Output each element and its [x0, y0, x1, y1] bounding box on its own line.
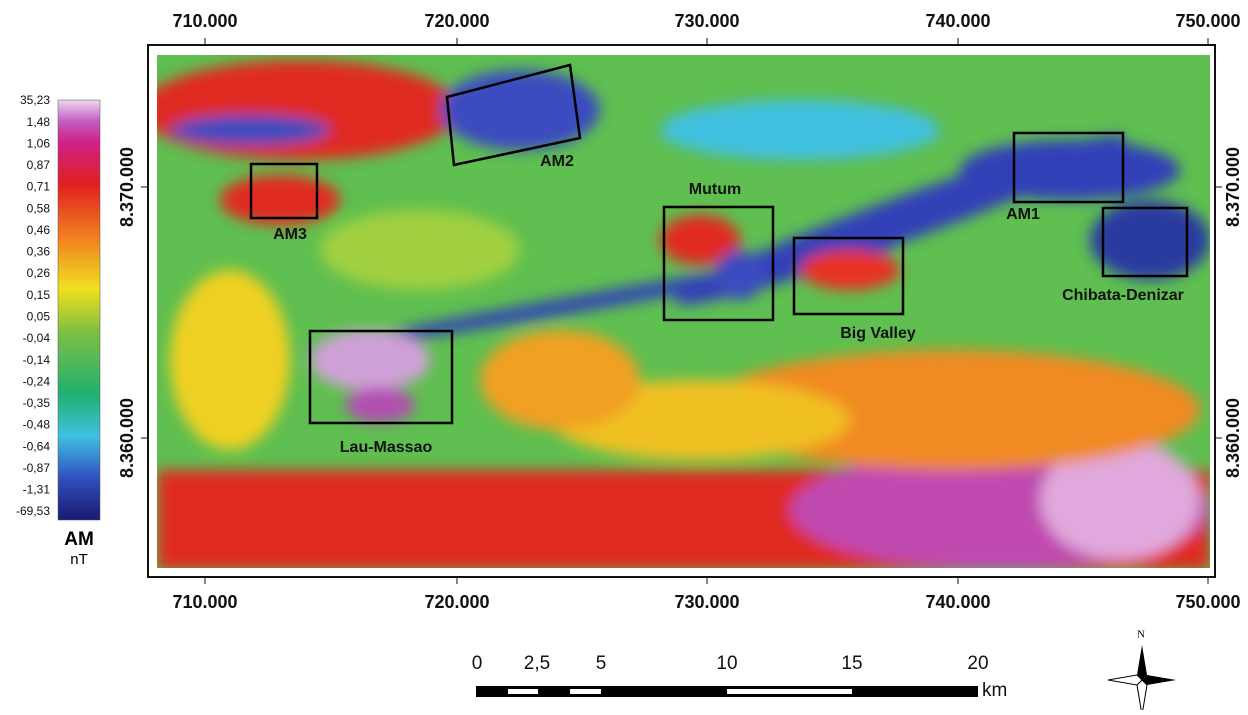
legend-label: 0,87: [27, 158, 51, 172]
legend-label: 0,46: [27, 223, 51, 237]
scale-bar: [476, 686, 978, 697]
legend-label: -0,35: [23, 396, 51, 410]
scale-tick-label: 0: [472, 653, 483, 674]
x-coord-top: 720.000: [424, 11, 489, 31]
x-coord-bottom: 750.000: [1175, 592, 1240, 612]
legend-label: 35,23: [20, 93, 50, 107]
legend-label: 0,36: [27, 245, 51, 259]
y-coord-right: 8.360.000: [1223, 398, 1243, 478]
y-coord-left: 8.370.000: [117, 147, 137, 227]
legend-label: 0,58: [27, 201, 51, 215]
legend-title: AM: [64, 529, 94, 550]
area-label: Lau-Massao: [340, 439, 433, 456]
area-label: Chibata-Denizar: [1062, 287, 1184, 304]
x-coord-top: 740.000: [925, 11, 990, 31]
area-label: AM2: [540, 153, 574, 170]
x-coord-bottom: 710.000: [172, 592, 237, 612]
x-coord-top: 730.000: [674, 11, 739, 31]
scale-tick-label: 2,5: [524, 653, 550, 674]
legend-label: 1,48: [27, 115, 51, 129]
legend-label: -0,48: [23, 418, 51, 432]
map-figure: 35,23 1,48 1,06 0,87 0,71 0,58 0,46 0,36 0,26 0,1…: [0, 0, 1248, 710]
legend-label: 0,71: [27, 180, 51, 194]
x-coord-top: 750.000: [1175, 11, 1240, 31]
area-label: Big Valley: [840, 325, 916, 342]
y-coord-right: 8.370.000: [1223, 147, 1243, 227]
color-scale: [58, 100, 100, 520]
north-arrow: [1108, 645, 1176, 710]
legend-label: -0,14: [23, 353, 51, 367]
north-label: N: [1137, 629, 1145, 641]
area-label: Mutum: [689, 181, 741, 198]
legend-label: 0,26: [27, 266, 51, 280]
area-label: AM1: [1006, 206, 1040, 223]
scale-tick-label: 20: [967, 653, 988, 674]
legend-unit: nT: [70, 551, 88, 568]
legend-label: -0,24: [23, 374, 51, 388]
area-label: AM3: [273, 226, 307, 243]
scale-tick-label: 15: [841, 653, 862, 674]
legend-label: -69,53: [16, 504, 50, 518]
legend-label: -0,87: [23, 461, 51, 475]
scale-tick-label: 10: [716, 653, 737, 674]
x-coord-bottom: 730.000: [674, 592, 739, 612]
x-coord-bottom: 740.000: [925, 592, 990, 612]
legend-label: 0,05: [27, 309, 51, 323]
scale-tick-label: 5: [596, 653, 607, 674]
scale-unit: km: [982, 680, 1007, 701]
y-coord-left: 8.360.000: [117, 398, 137, 478]
x-coord-bottom: 720.000: [424, 592, 489, 612]
legend-label: -1,31: [23, 483, 51, 497]
legend-label: 0,15: [27, 288, 51, 302]
legend-label: -0,04: [23, 331, 51, 345]
x-coord-top: 710.000: [172, 11, 237, 31]
legend-label: -0,64: [23, 439, 51, 453]
legend-label: 1,06: [27, 136, 51, 150]
